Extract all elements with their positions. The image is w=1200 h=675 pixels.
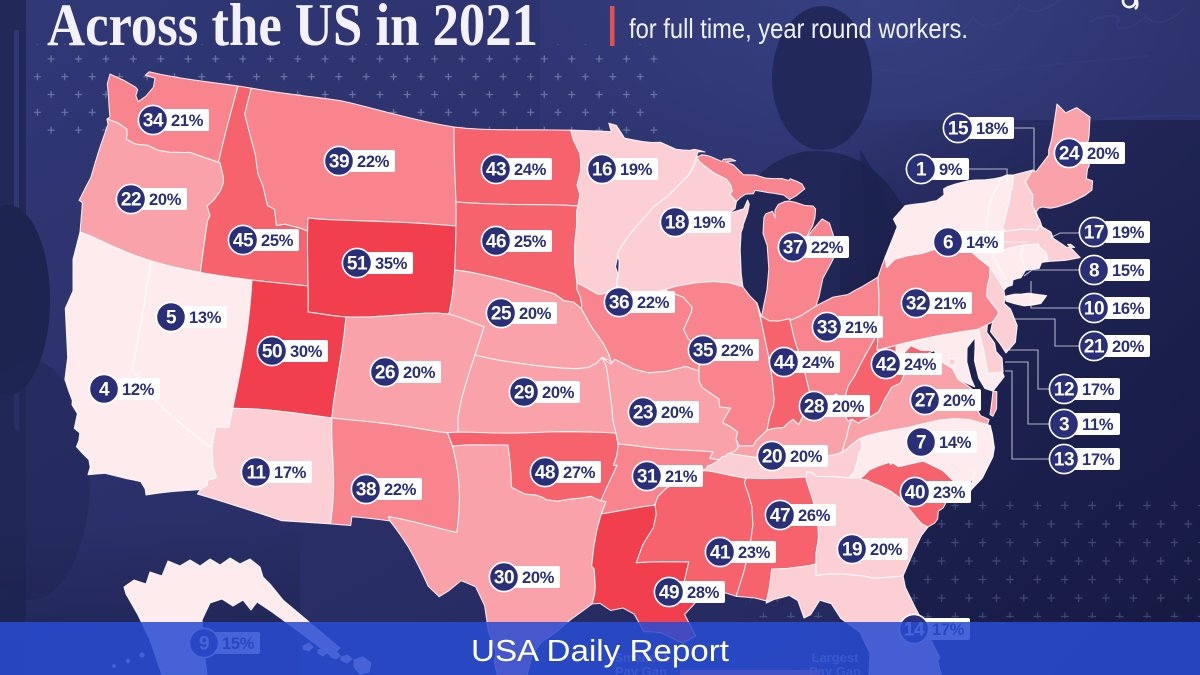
svg-text:39: 39 [329, 152, 349, 173]
svg-text:41: 41 [710, 543, 731, 564]
svg-text:46: 46 [486, 232, 506, 253]
svg-text:19: 19 [842, 540, 862, 561]
svg-text:43: 43 [486, 160, 506, 181]
svg-text:27: 27 [915, 391, 935, 412]
svg-text:11%: 11% [1082, 416, 1114, 434]
svg-text:15: 15 [948, 119, 969, 140]
svg-text:22%: 22% [637, 294, 670, 312]
svg-text:27%: 27% [563, 464, 596, 482]
svg-text:45: 45 [233, 231, 254, 252]
svg-text:30: 30 [494, 568, 514, 589]
svg-text:22%: 22% [721, 342, 754, 360]
svg-text:51: 51 [347, 254, 368, 275]
svg-text:36: 36 [609, 293, 629, 314]
svg-text:Across the US in 2021: Across the US in 2021 [47, 0, 538, 58]
svg-text:15%: 15% [1112, 262, 1145, 280]
svg-text:31: 31 [637, 467, 658, 488]
svg-text:28%: 28% [687, 584, 720, 602]
svg-text:19%: 19% [1112, 224, 1145, 242]
svg-text:20: 20 [762, 447, 782, 468]
svg-text:21%: 21% [934, 295, 967, 313]
svg-text:30%: 30% [290, 343, 323, 361]
svg-text:17%: 17% [1082, 451, 1115, 469]
svg-text:48: 48 [535, 463, 555, 484]
svg-text:20%: 20% [943, 392, 976, 410]
svg-text:49: 49 [659, 583, 679, 604]
svg-text:33: 33 [817, 318, 837, 339]
svg-text:20%: 20% [1112, 338, 1145, 356]
svg-text:42: 42 [876, 355, 896, 376]
svg-text:3: 3 [1059, 415, 1069, 436]
svg-text:18%: 18% [976, 120, 1009, 138]
svg-text:17%: 17% [274, 464, 307, 482]
svg-text:32: 32 [906, 294, 926, 315]
svg-text:22: 22 [121, 190, 141, 211]
svg-text:7: 7 [916, 433, 926, 454]
svg-text:25%: 25% [261, 232, 294, 250]
svg-text:4: 4 [99, 380, 110, 401]
svg-text:23%: 23% [933, 484, 966, 502]
svg-text:5: 5 [166, 308, 177, 329]
svg-text:34: 34 [143, 111, 164, 132]
svg-text:19%: 19% [620, 161, 653, 179]
svg-text:35%: 35% [375, 255, 408, 273]
svg-text:14%: 14% [966, 234, 999, 252]
svg-text:16: 16 [592, 160, 612, 181]
svg-text:20%: 20% [522, 569, 555, 587]
svg-text:20%: 20% [870, 541, 903, 559]
svg-text:23%: 23% [738, 544, 771, 562]
svg-text:38: 38 [356, 480, 376, 501]
svg-text:26%: 26% [798, 507, 831, 525]
svg-text:21%: 21% [171, 112, 204, 130]
svg-text:13: 13 [1054, 450, 1074, 471]
svg-text:20%: 20% [832, 398, 865, 416]
svg-text:40: 40 [905, 483, 925, 504]
svg-text:24%: 24% [802, 354, 835, 372]
svg-text:12%: 12% [122, 381, 155, 399]
svg-text:20%: 20% [403, 364, 436, 382]
svg-text:20%: 20% [790, 448, 823, 466]
svg-text:20%: 20% [1087, 145, 1120, 163]
svg-text:17: 17 [1084, 223, 1104, 244]
svg-text:for full time, year round work: for full time, year round workers. [629, 13, 968, 44]
svg-text:8: 8 [1089, 261, 1099, 282]
svg-text:1: 1 [916, 160, 927, 181]
svg-text:17%: 17% [1082, 381, 1115, 399]
svg-text:12: 12 [1054, 380, 1074, 401]
svg-text:20%: 20% [542, 384, 575, 402]
svg-text:20%: 20% [149, 191, 182, 209]
svg-text:14%: 14% [939, 434, 972, 452]
svg-text:19%: 19% [693, 214, 726, 232]
svg-text:47: 47 [770, 506, 790, 527]
svg-text:35: 35 [693, 341, 714, 362]
svg-text:USA Daily Report: USA Daily Report [471, 633, 729, 668]
svg-text:13%: 13% [189, 309, 222, 327]
svg-text:22%: 22% [384, 481, 417, 499]
svg-text:26: 26 [375, 363, 395, 384]
svg-text:11: 11 [246, 463, 266, 484]
svg-text:22%: 22% [811, 239, 844, 257]
svg-text:6: 6 [943, 233, 953, 254]
svg-text:20%: 20% [519, 305, 552, 323]
svg-text:10: 10 [1084, 299, 1104, 320]
svg-text:25%: 25% [514, 233, 547, 251]
svg-text:44: 44 [774, 353, 795, 374]
svg-text:37: 37 [783, 238, 803, 259]
svg-text:24%: 24% [514, 161, 547, 179]
svg-text:20%: 20% [661, 404, 694, 422]
svg-text:24: 24 [1059, 144, 1080, 165]
svg-text:50: 50 [262, 342, 282, 363]
svg-text:24%: 24% [904, 356, 937, 374]
svg-text:25: 25 [491, 304, 512, 325]
svg-text:22%: 22% [357, 153, 390, 171]
svg-text:21%: 21% [845, 319, 878, 337]
svg-text:23: 23 [633, 403, 653, 424]
svg-text:16%: 16% [1112, 300, 1145, 318]
svg-text:28: 28 [804, 397, 824, 418]
svg-text:21%: 21% [665, 468, 698, 486]
svg-text:9%: 9% [939, 161, 963, 179]
svg-text:21: 21 [1084, 337, 1105, 358]
svg-text:18: 18 [665, 213, 685, 234]
svg-text:29: 29 [514, 383, 534, 404]
